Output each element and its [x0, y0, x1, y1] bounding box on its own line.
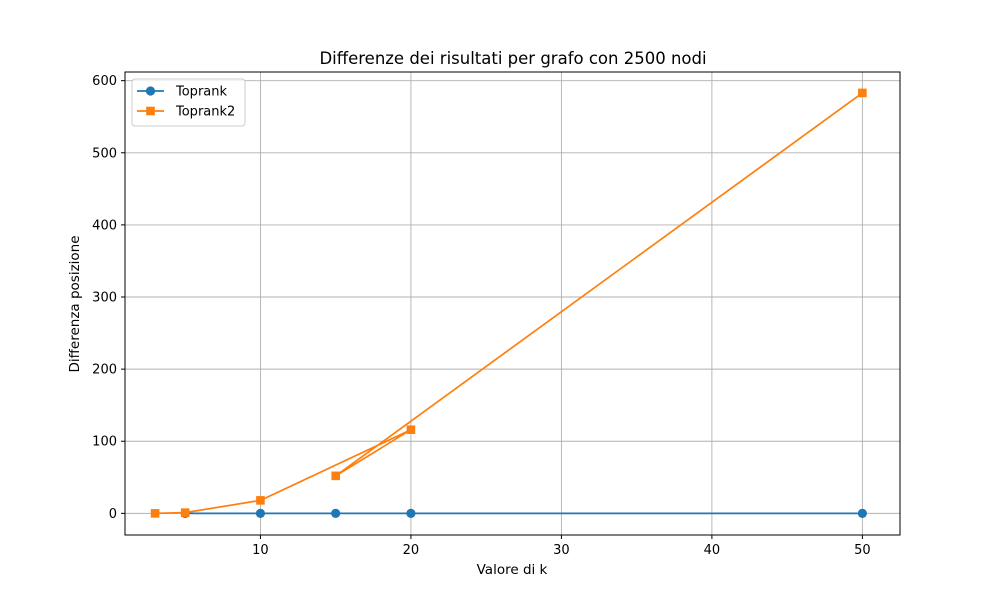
- data-point: [256, 496, 265, 505]
- data-point: [180, 508, 190, 517]
- x-tick-label: 50: [854, 543, 871, 558]
- grid-lines: [125, 72, 900, 535]
- y-tick-label: 500: [92, 146, 117, 161]
- y-tick-label: 200: [92, 363, 117, 378]
- y-axis-label: Differenza posizione: [67, 235, 83, 372]
- legend: Toprank Toprank2: [131, 78, 246, 127]
- y-tick-label: 300: [92, 291, 117, 306]
- legend-marker: [145, 86, 156, 96]
- data-point: [331, 471, 340, 481]
- x-tick-label: 20: [403, 543, 420, 558]
- legend-item-toprank: Toprank: [137, 85, 227, 100]
- series-line: [155, 92, 863, 515]
- data-point: [857, 508, 867, 518]
- data-point: [406, 508, 416, 518]
- legend-item-toprank2: Toprank2: [137, 105, 235, 120]
- chart-title: Differenze dei risultati per grafo con 2…: [319, 49, 706, 68]
- series-toprank: [180, 508, 867, 518]
- legend-label: Toprank: [175, 85, 227, 100]
- x-tick-label: 30: [553, 543, 570, 558]
- data-point: [331, 508, 341, 518]
- y-tick-label: 0: [109, 507, 117, 522]
- data-point: [858, 88, 867, 98]
- x-axis-label: Valore di k: [477, 562, 548, 578]
- x-tick-label: 10: [252, 543, 269, 558]
- legend-label: Toprank2: [175, 105, 235, 120]
- y-tick-label: 400: [92, 218, 117, 233]
- series-layer: [150, 88, 867, 518]
- data-point: [150, 509, 160, 518]
- plot-frame: [124, 71, 901, 536]
- data-point: [406, 425, 416, 435]
- y-tick-label: 600: [92, 74, 117, 89]
- x-tick-label: 40: [704, 543, 721, 558]
- data-point: [255, 508, 266, 518]
- y-tick-label: 100: [92, 435, 117, 450]
- legend-marker: [146, 106, 155, 116]
- series-toprank2: [150, 88, 867, 518]
